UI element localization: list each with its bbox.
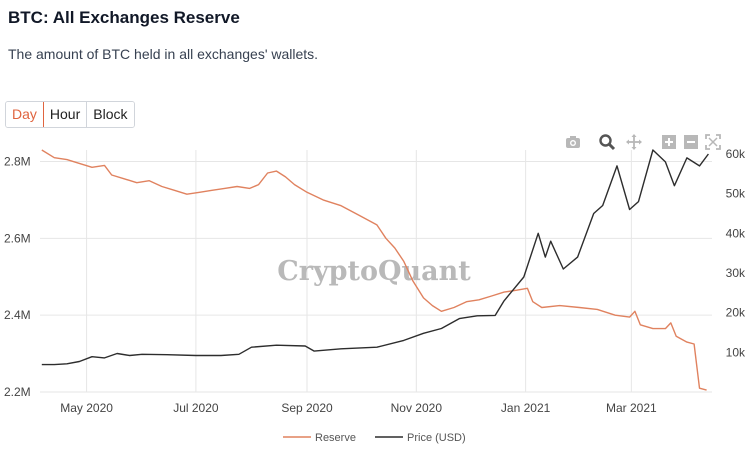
y-right-tick-label: 30k bbox=[726, 266, 746, 280]
range-tabs: Day Hour Block bbox=[5, 101, 135, 128]
y-left-tick-label: 2.8M bbox=[4, 155, 31, 169]
grid-lines bbox=[40, 150, 712, 393]
x-tick-label: Nov 2020 bbox=[391, 401, 443, 415]
legend-item-reserve[interactable]: Reserve bbox=[283, 432, 356, 444]
x-tick-label: Jan 2021 bbox=[501, 401, 551, 415]
x-tick-label: Sep 2020 bbox=[281, 401, 333, 415]
series-line-price bbox=[41, 149, 709, 366]
legend-item-price[interactable]: Price (USD) bbox=[375, 432, 466, 444]
chart-toolbar bbox=[562, 133, 722, 153]
y-right-tick-label: 40k bbox=[726, 226, 746, 240]
y-right-tick-label: 60k bbox=[726, 147, 746, 161]
y-left-tick-label: 2.6M bbox=[4, 231, 31, 245]
zoom-in-icon[interactable] bbox=[660, 133, 678, 151]
legend-label: Reserve bbox=[315, 432, 356, 444]
tab-day[interactable]: Day bbox=[5, 102, 44, 127]
x-tick-label: Jul 2020 bbox=[173, 401, 219, 415]
y-right-tick-label: 10k bbox=[726, 345, 746, 359]
tab-block[interactable]: Block bbox=[87, 102, 134, 127]
camera-icon[interactable] bbox=[564, 133, 582, 151]
y-left-tick-label: 2.2M bbox=[4, 385, 31, 399]
autoscale-icon[interactable] bbox=[704, 133, 722, 151]
x-tick-label: Mar 2021 bbox=[606, 401, 657, 415]
zoom-icon[interactable] bbox=[598, 133, 616, 151]
legend-label: Price (USD) bbox=[407, 432, 466, 444]
y-right-tick-label: 20k bbox=[726, 306, 746, 320]
tab-hour[interactable]: Hour bbox=[43, 102, 88, 127]
y-left-tick-label: 2.4M bbox=[4, 308, 31, 322]
pan-icon[interactable] bbox=[625, 133, 643, 151]
page-title: BTC: All Exchanges Reserve bbox=[8, 8, 240, 27]
series-layer bbox=[41, 149, 709, 391]
page-subtitle: The amount of BTC held in all exchanges'… bbox=[8, 46, 319, 62]
watermark: CryptoQuant bbox=[277, 256, 471, 287]
x-tick-label: May 2020 bbox=[60, 401, 113, 415]
zoom-out-icon[interactable] bbox=[682, 133, 700, 151]
axis-labels: 2.2M 2.4M 2.6M 2.8M 10k 20k 30k 40k 50k 60k May 20… bbox=[4, 147, 746, 415]
y-right-tick-label: 50k bbox=[726, 187, 746, 201]
series-line-reserve bbox=[41, 149, 707, 391]
legend: Reserve Price (USD) bbox=[283, 432, 466, 444]
